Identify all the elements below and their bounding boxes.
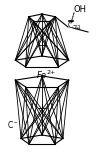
Text: 2+: 2+ (46, 71, 56, 75)
Text: &1: &1 (75, 25, 81, 30)
Text: C: C (67, 22, 73, 30)
Text: OH: OH (74, 6, 87, 15)
Text: C: C (7, 120, 13, 129)
Text: $^{-}$: $^{-}$ (72, 23, 77, 29)
Text: $^{-}$: $^{-}$ (13, 120, 18, 126)
Text: Fe: Fe (37, 72, 47, 81)
